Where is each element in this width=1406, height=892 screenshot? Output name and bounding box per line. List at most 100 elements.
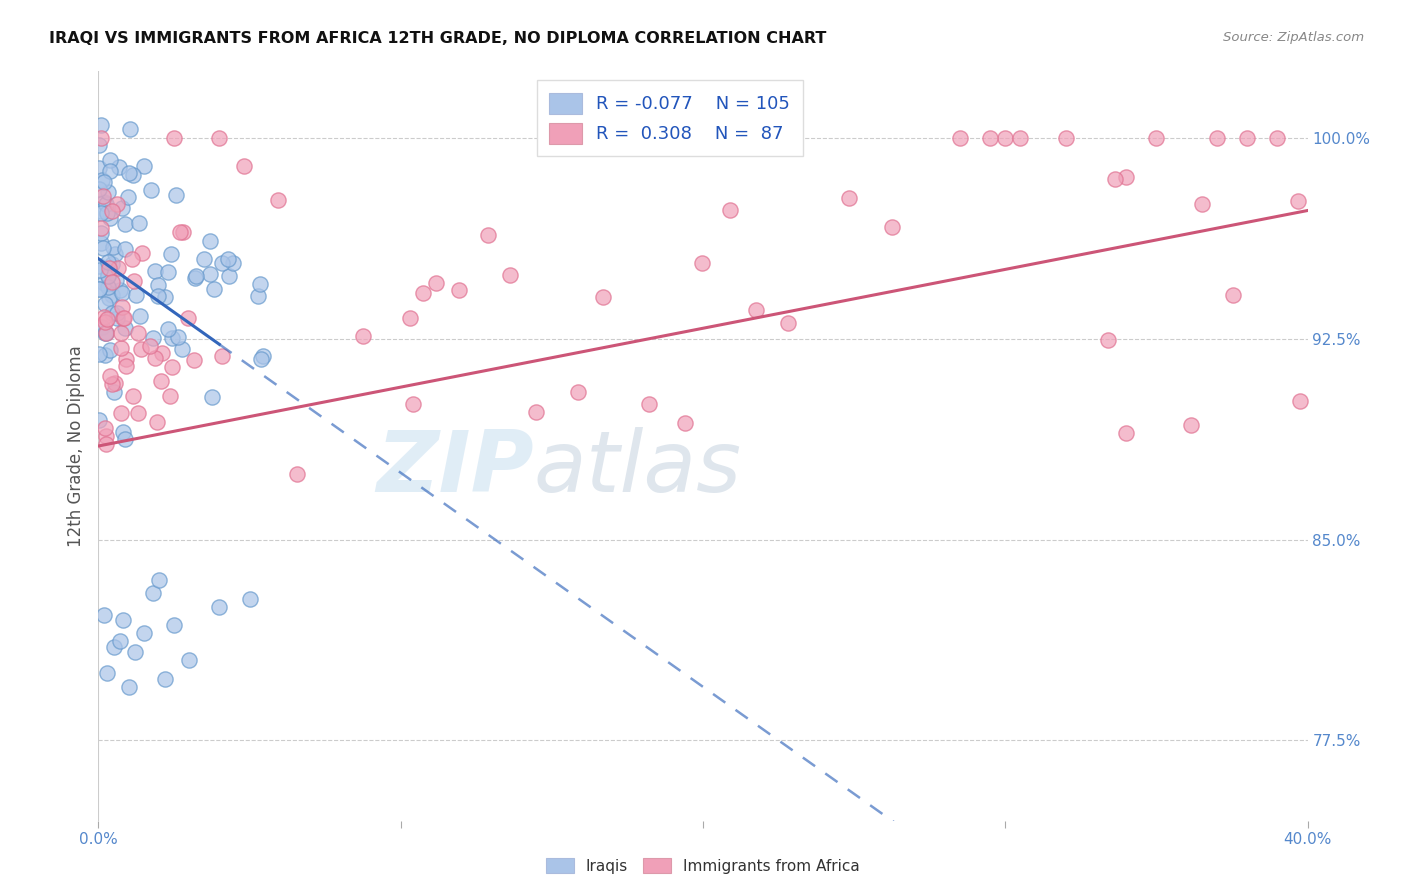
Point — [1191, 196, 1213, 211]
Point — [110, 326, 132, 340]
Point — [477, 228, 499, 243]
Point — [101, 257, 124, 271]
Point — [218, 269, 240, 284]
Point — [89, 282, 111, 296]
Point — [93, 195, 115, 210]
Point — [217, 252, 239, 267]
Point — [93, 276, 115, 290]
Point — [169, 226, 191, 240]
Point — [673, 416, 696, 430]
Point — [93, 348, 115, 362]
Point — [114, 321, 136, 335]
Point — [150, 346, 173, 360]
Point — [176, 310, 198, 325]
Point — [89, 161, 111, 175]
Point — [499, 268, 522, 283]
Point — [198, 234, 221, 248]
Point — [882, 219, 904, 234]
Point — [97, 185, 120, 199]
Point — [89, 282, 111, 296]
Point — [143, 351, 166, 365]
Point — [1267, 131, 1289, 145]
Point — [124, 645, 146, 659]
Point — [97, 268, 120, 282]
Point — [1144, 131, 1167, 145]
Point — [91, 189, 114, 203]
Point — [100, 376, 122, 391]
Point — [114, 242, 136, 256]
Point — [1115, 426, 1137, 441]
Point — [105, 306, 128, 320]
Point — [101, 306, 124, 320]
Point — [98, 153, 121, 167]
Text: ZIP: ZIP — [375, 427, 534, 510]
Point — [94, 316, 117, 330]
Point — [142, 330, 165, 344]
Point — [94, 326, 117, 340]
Text: Source: ZipAtlas.com: Source: ZipAtlas.com — [1223, 31, 1364, 45]
Point — [402, 397, 425, 411]
Point — [165, 188, 187, 202]
Point — [153, 672, 176, 686]
Point — [150, 374, 173, 388]
Point — [1222, 287, 1244, 301]
Point — [249, 352, 271, 367]
Point — [93, 175, 115, 189]
Point — [201, 390, 224, 404]
Point — [249, 277, 271, 292]
Point — [352, 329, 374, 343]
Point — [524, 405, 547, 419]
Point — [89, 182, 111, 196]
Point — [239, 591, 262, 606]
Point — [200, 268, 222, 282]
Point — [637, 397, 659, 411]
Point — [107, 260, 129, 275]
Point — [111, 425, 134, 439]
Point — [124, 275, 146, 289]
Point — [1180, 418, 1202, 433]
Point — [128, 217, 150, 231]
Point — [98, 343, 121, 358]
Point — [97, 255, 120, 269]
Point — [96, 206, 118, 220]
Point — [108, 634, 131, 648]
Point — [398, 310, 420, 325]
Point — [252, 349, 274, 363]
Point — [96, 666, 118, 681]
Point — [107, 160, 129, 174]
Point — [105, 273, 128, 287]
Point — [146, 415, 169, 429]
Point — [127, 406, 149, 420]
Point — [101, 288, 124, 302]
Point — [139, 339, 162, 353]
Point — [117, 189, 139, 203]
Point — [167, 330, 190, 344]
Point — [186, 268, 208, 283]
Point — [567, 384, 589, 399]
Point — [89, 263, 111, 277]
Point — [172, 342, 194, 356]
Point — [778, 316, 800, 330]
Point — [146, 278, 169, 293]
Point — [90, 235, 112, 250]
Point — [1054, 131, 1077, 145]
Point — [592, 290, 614, 304]
Point — [90, 206, 112, 220]
Point — [114, 217, 136, 231]
Point — [211, 256, 233, 270]
Point — [93, 607, 115, 622]
Point — [718, 202, 741, 217]
Point — [89, 259, 111, 273]
Point — [94, 437, 117, 451]
Point — [1236, 131, 1258, 145]
Point — [131, 246, 153, 260]
Point — [125, 288, 148, 302]
Point — [111, 201, 134, 215]
Legend: Iraqis, Immigrants from Africa: Iraqis, Immigrants from Africa — [540, 852, 866, 880]
Point — [1206, 131, 1229, 145]
Point — [111, 301, 134, 315]
Point — [112, 310, 135, 325]
Point — [142, 586, 165, 600]
Point — [93, 421, 115, 435]
Point — [172, 225, 194, 239]
